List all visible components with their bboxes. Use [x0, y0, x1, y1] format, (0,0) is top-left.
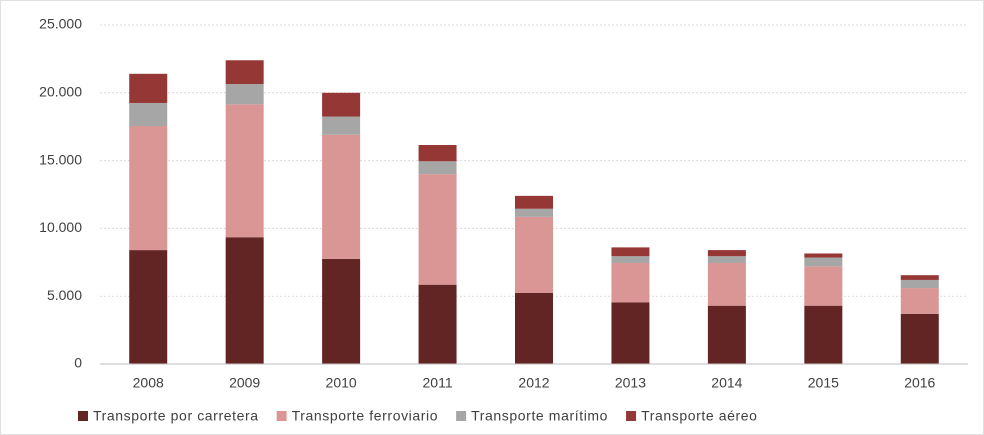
bar-segment — [707, 305, 746, 364]
bar-segment — [322, 134, 361, 259]
bar-segment — [322, 92, 361, 117]
bar-segment — [900, 313, 939, 364]
bar-segment — [611, 256, 650, 263]
bar-segment — [611, 262, 650, 303]
y-tick-label: 5.000 — [47, 287, 82, 303]
bar-segment — [515, 208, 553, 217]
bar-segment — [129, 102, 168, 127]
x-tick-label: 2010 — [326, 375, 357, 391]
x-tick-label: 2012 — [518, 375, 549, 391]
bar-segment — [707, 262, 746, 306]
x-tick-label: 2014 — [711, 375, 742, 391]
bar-segment — [225, 60, 264, 84]
y-tick-label: 25.000 — [39, 16, 82, 32]
x-tick-label: 2008 — [133, 375, 164, 391]
bar-segment — [804, 305, 843, 364]
bar-segment — [418, 284, 457, 364]
bar-segment — [515, 195, 553, 209]
bar-segment — [900, 288, 939, 314]
bar-segment — [129, 73, 168, 103]
bar-segment — [225, 104, 264, 238]
bar-segment — [418, 161, 457, 175]
legend: Transporte por carretera Transporte ferro… — [78, 408, 757, 424]
x-tick-label: 2016 — [904, 375, 935, 391]
bar-segment — [225, 83, 264, 105]
legend-label: Transporte marítimo — [471, 408, 608, 424]
bar-segment — [418, 145, 457, 162]
bar-segment — [804, 253, 843, 258]
x-tick-label: 2011 — [423, 375, 453, 391]
y-tick-label: 15.000 — [39, 151, 82, 167]
bar-segment — [225, 237, 264, 364]
y-tick-label: 0 — [74, 355, 82, 371]
legend-swatch — [276, 411, 287, 421]
bar-segment — [322, 258, 361, 364]
y-tick-label: 20.000 — [39, 84, 82, 100]
bar-segment — [611, 302, 650, 364]
bar-segment — [611, 247, 650, 257]
legend-swatch — [78, 411, 88, 421]
bar-segment — [707, 256, 746, 263]
bar-segment — [515, 216, 553, 293]
legend-label: Transporte por carretera — [93, 408, 259, 424]
bar-segment — [804, 257, 843, 267]
x-tick-label: 2009 — [229, 375, 260, 391]
bar-segment — [129, 250, 168, 364]
bar-segment — [322, 116, 361, 135]
bar-segment — [900, 275, 939, 280]
legend-swatch — [626, 411, 637, 421]
bar-segment — [129, 126, 168, 251]
bar-segment — [515, 292, 553, 364]
legend-label: Transporte aéreo — [641, 408, 757, 424]
bar-segment — [707, 250, 746, 257]
bar-segment — [804, 266, 843, 306]
x-tick-label: 2013 — [615, 375, 646, 391]
legend-label: Transporte ferroviario — [292, 408, 439, 424]
y-tick-label: 10.000 — [39, 219, 82, 235]
bar-segment — [418, 174, 457, 285]
x-tick-label: 2015 — [808, 375, 839, 391]
legend-swatch — [456, 411, 467, 421]
bar-segment — [900, 279, 939, 289]
